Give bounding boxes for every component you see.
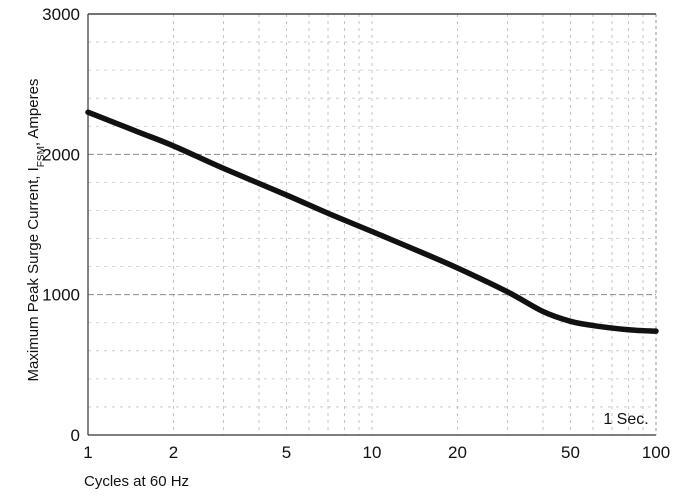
surge-current-curve bbox=[85, 109, 659, 334]
y-axis-label-tail: , Amperes bbox=[25, 79, 42, 147]
y-tick-label: 2000 bbox=[42, 145, 80, 164]
x-axis-label: Cycles at 60 Hz bbox=[84, 473, 189, 490]
annotation-1-sec: 1 Sec. bbox=[603, 411, 648, 428]
x-tick-label: 10 bbox=[363, 443, 382, 462]
plot-frame bbox=[87, 13, 657, 436]
y-tick-labels: 0 1000 2000 3000 bbox=[42, 5, 80, 445]
x-tick-label: 5 bbox=[282, 443, 291, 462]
series-layer bbox=[85, 109, 659, 334]
x-tick-label: 2 bbox=[169, 443, 178, 462]
x-tick-labels: 1 2 5 10 20 50 100 bbox=[83, 443, 670, 462]
x-tick-label: 1 bbox=[83, 443, 92, 462]
y-tick-label: 1000 bbox=[42, 286, 80, 305]
y-tick-label: 0 bbox=[71, 426, 80, 445]
y-axis-label-main: Maximum Peak Surge Current, I bbox=[25, 167, 42, 381]
x-tick-label: 20 bbox=[448, 443, 467, 462]
x-tick-label: 50 bbox=[561, 443, 580, 462]
y-axis-label: Maximum Peak Surge Current, IFSM, Ampere… bbox=[25, 79, 47, 382]
y-tick-label: 3000 bbox=[42, 5, 80, 24]
grid-lines bbox=[88, 14, 656, 435]
y-axis-label-sub: FSM bbox=[36, 146, 47, 167]
x-tick-label: 100 bbox=[642, 443, 670, 462]
